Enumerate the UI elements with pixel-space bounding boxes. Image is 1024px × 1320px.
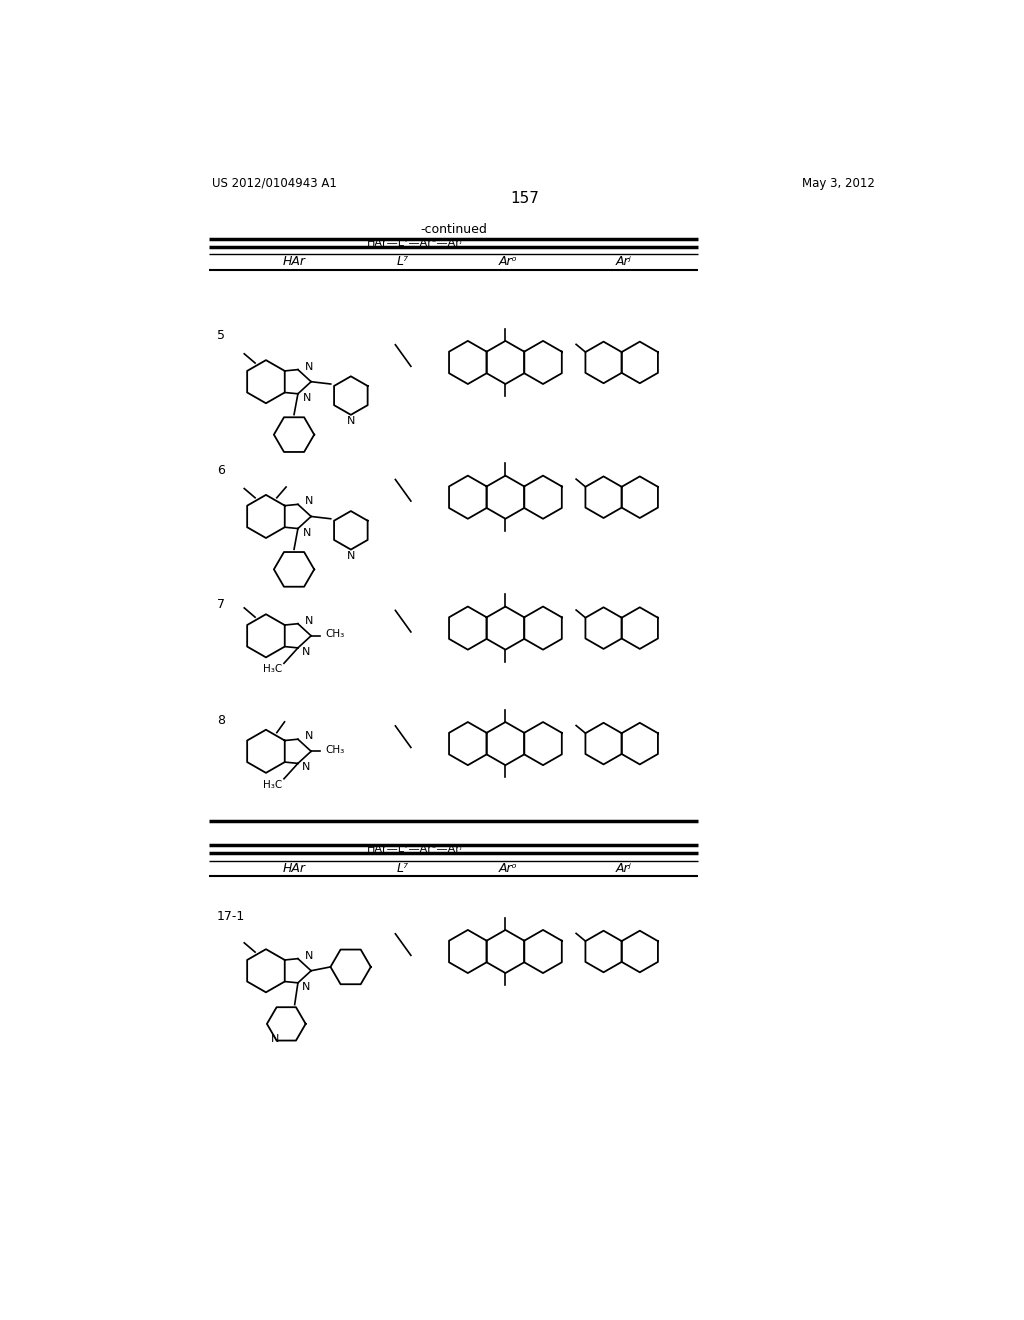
Text: N: N <box>302 647 310 657</box>
Text: 17-1: 17-1 <box>217 911 246 924</box>
Text: N: N <box>305 950 313 961</box>
Text: CH₃: CH₃ <box>325 630 344 639</box>
Text: Arᵒ: Arᵒ <box>499 862 517 875</box>
Text: -continued: -continued <box>420 223 487 236</box>
Text: N: N <box>302 982 310 991</box>
Text: HAr—L⁷—Arᵒ—Arʲ: HAr—L⁷—Arᵒ—Arʲ <box>367 238 463 248</box>
Text: Arʲ: Arʲ <box>616 255 632 268</box>
Text: N: N <box>305 615 313 626</box>
Text: 7: 7 <box>217 598 225 611</box>
Text: 6: 6 <box>217 463 225 477</box>
Text: H₃C: H₃C <box>263 664 283 675</box>
Text: N: N <box>347 550 355 561</box>
Text: N: N <box>305 362 313 371</box>
Text: HAr—L⁷—Arᵒ—Arʲ: HAr—L⁷—Arᵒ—Arʲ <box>367 843 463 854</box>
Text: 157: 157 <box>510 191 540 206</box>
Text: H₃C: H₃C <box>263 780 283 789</box>
Text: May 3, 2012: May 3, 2012 <box>802 177 876 190</box>
Text: 5: 5 <box>217 329 225 342</box>
Text: N: N <box>302 762 310 772</box>
Text: CH₃: CH₃ <box>325 744 344 755</box>
Text: US 2012/0104943 A1: US 2012/0104943 A1 <box>212 177 337 190</box>
Text: HAr: HAr <box>283 255 306 268</box>
Text: N: N <box>302 528 311 539</box>
Text: N: N <box>302 393 311 404</box>
Text: L⁷: L⁷ <box>397 255 410 268</box>
Text: Arʲ: Arʲ <box>616 862 632 875</box>
Text: Arᵒ: Arᵒ <box>499 255 517 268</box>
Text: HAr: HAr <box>283 862 306 875</box>
Text: N: N <box>270 1035 279 1044</box>
Text: 8: 8 <box>217 714 225 727</box>
Text: N: N <box>305 496 313 507</box>
Text: N: N <box>305 731 313 741</box>
Text: N: N <box>347 416 355 426</box>
Text: L⁷: L⁷ <box>397 862 410 875</box>
